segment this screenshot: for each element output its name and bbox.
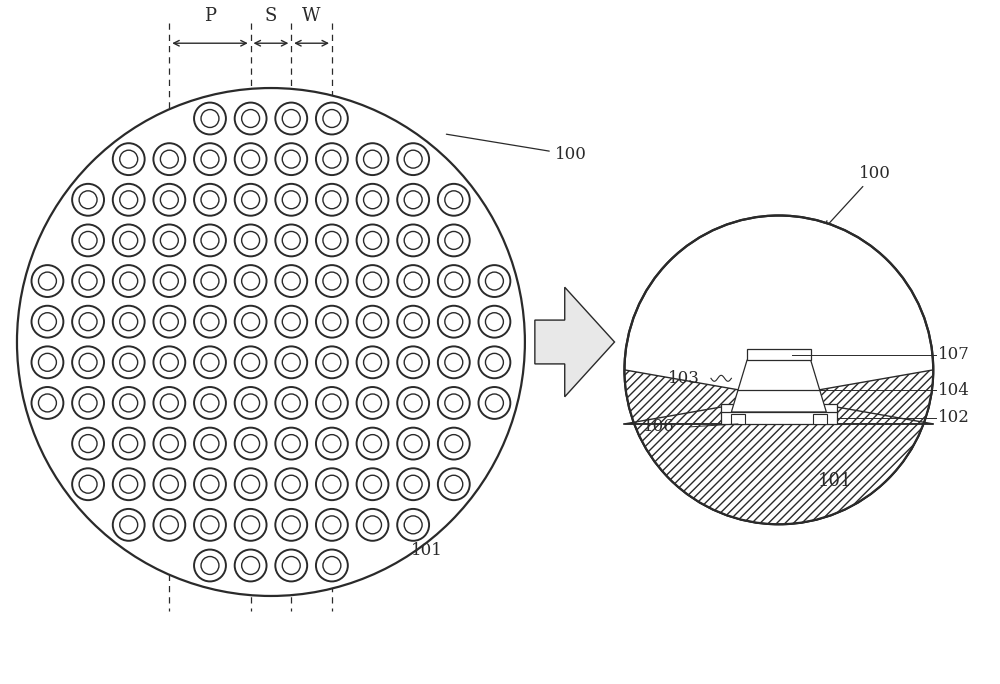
- Bar: [747, 350, 811, 360]
- Circle shape: [17, 88, 525, 596]
- Text: 104: 104: [938, 382, 970, 399]
- Text: 102: 102: [938, 410, 970, 426]
- Text: 101: 101: [411, 542, 442, 559]
- Bar: [721, 412, 837, 424]
- Text: 101: 101: [817, 472, 852, 490]
- Text: 100: 100: [446, 134, 587, 163]
- Text: 106: 106: [643, 419, 675, 436]
- Polygon shape: [535, 287, 615, 397]
- Bar: [721, 404, 837, 414]
- Text: 100: 100: [825, 165, 891, 228]
- Bar: [731, 414, 745, 424]
- Text: P: P: [204, 8, 216, 25]
- Circle shape: [624, 215, 933, 524]
- Text: 107: 107: [938, 346, 970, 363]
- Text: 103: 103: [668, 370, 700, 386]
- Polygon shape: [731, 360, 826, 412]
- Text: S: S: [265, 8, 277, 25]
- Polygon shape: [624, 370, 933, 524]
- Text: W: W: [302, 8, 321, 25]
- Bar: [813, 414, 827, 424]
